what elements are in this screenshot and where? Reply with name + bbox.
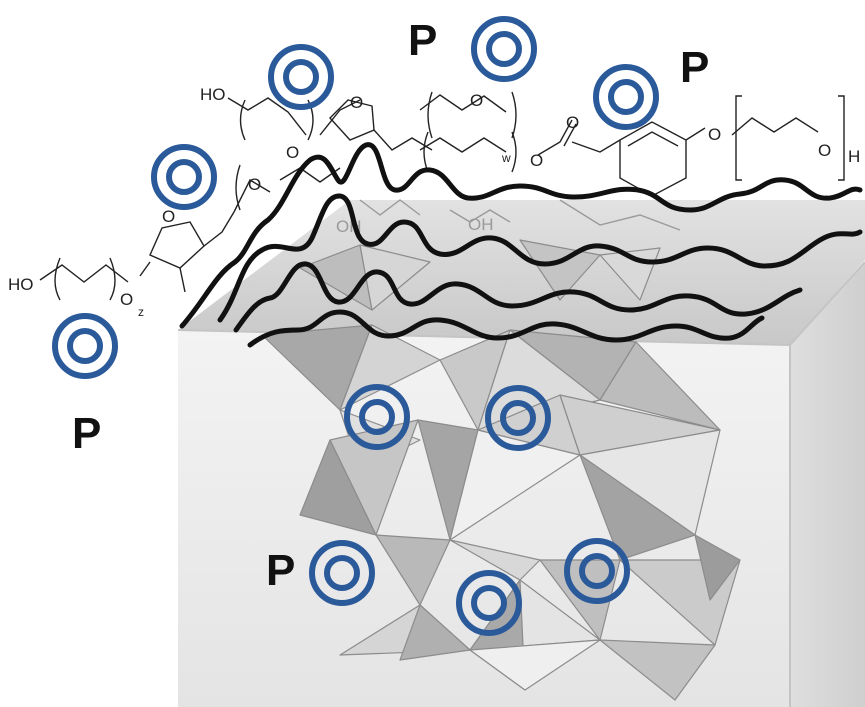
tetrahedron [399,604,471,661]
p-labels: P P P P [72,16,709,595]
chem-text-ho: HO [200,85,226,104]
bracket [838,95,845,181]
chem-text-o: O [566,113,579,132]
tetrahedron [449,539,541,581]
chem-text-o: O [120,290,133,309]
bond [227,97,307,136]
tetrahedron [599,341,721,431]
chem-subscript-w: w [501,151,511,165]
polymer-chain [247,309,765,348]
bracket [239,99,246,141]
bond [419,94,507,113]
chem-text-ho: HO [8,275,34,294]
bracket [427,91,433,139]
concentric-circle-target-icon [52,313,118,379]
bracket [54,257,61,301]
bond [319,99,361,136]
tetrahedron [519,239,601,301]
bond [449,209,511,223]
p-label: P [680,43,709,92]
chem-text-o: O [248,175,261,194]
bracket [109,257,116,301]
box-edge [789,261,865,346]
target-markers [52,16,659,636]
ring [329,99,375,141]
benzene-ring [619,121,687,197]
polymer-chains [179,142,863,348]
concentric-circle-target-icon [344,384,410,450]
bracket [235,164,241,211]
tetrahedron [694,534,741,601]
polymer-chain [233,261,803,333]
chemical-structure [39,91,845,301]
bond [139,261,151,277]
tetrahedron [469,639,601,691]
concentric-circle-target-icon [564,538,630,604]
bond [233,179,271,213]
p-label: P [72,409,101,458]
bond [571,139,621,153]
bond [203,211,235,247]
bracket [511,131,517,173]
tetrahedron [299,439,377,536]
bond [179,267,186,293]
bond [563,123,577,147]
chemical-labels: HO O z O HO O O O O w O O O O H OH OH [8,85,860,319]
chem-text-o: O [818,141,831,160]
polymer-chain [179,142,863,329]
bond [373,129,433,151]
bracket [423,131,429,173]
ring [149,221,205,269]
bond [537,119,573,156]
chem-text-o: O [162,207,175,226]
p-label: P [266,546,295,595]
chem-text-o: O [286,143,299,162]
bond [731,117,819,136]
bond [279,167,341,183]
box-side-face [790,262,865,707]
bracket [735,95,742,181]
bond [419,137,507,153]
concentric-circle-target-icon [471,16,537,82]
tetrahedron [599,639,716,701]
chem-text-o: O [470,91,483,110]
p-label: P [408,16,437,65]
bond [685,127,706,141]
tetrahedron [579,454,696,561]
bond [627,131,679,147]
bond [359,199,421,216]
chem-subscript-z: z [138,305,144,319]
tetrahedra-framework [261,239,741,701]
chem-text-h: H [848,147,860,166]
box-top-face [178,200,865,345]
concentric-circle-target-icon [485,385,551,451]
concentric-circle-target-icon [456,570,522,636]
chem-text-o: O [530,151,543,170]
concentric-circle-target-icon [309,540,375,606]
bracket [511,91,517,139]
concentric-circle-target-icon [268,44,334,110]
concentric-circle-target-icon [593,64,659,130]
bond [559,199,681,231]
tetrahedron [375,534,451,606]
chem-text-o: O [708,125,721,144]
chem-text-o: O [350,93,363,112]
polymer-chain [217,193,863,323]
concentric-circle-target-icon [151,144,217,210]
chem-text-oh: OH [468,215,494,234]
